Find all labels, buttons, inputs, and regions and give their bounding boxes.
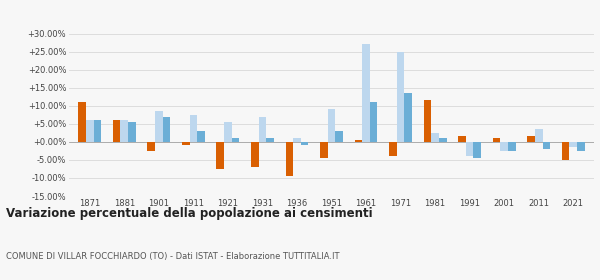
Bar [500, 142, 508, 151]
Bar [493, 138, 500, 142]
Bar [94, 120, 101, 142]
Bar [535, 129, 542, 142]
Bar [301, 142, 308, 146]
Bar [527, 136, 535, 142]
Text: Variazione percentuale della popolazione ai censimenti: Variazione percentuale della popolazione… [6, 207, 373, 220]
Bar [79, 102, 86, 142]
Bar [439, 138, 446, 142]
Bar [190, 115, 197, 142]
Bar [542, 142, 550, 149]
Bar [431, 133, 439, 142]
Bar [293, 138, 301, 142]
Bar [355, 140, 362, 142]
Bar [458, 136, 466, 142]
Bar [121, 120, 128, 142]
Bar [569, 142, 577, 147]
Bar [508, 142, 515, 151]
Bar [466, 142, 473, 156]
Bar [404, 93, 412, 142]
Bar [251, 142, 259, 167]
Bar [259, 116, 266, 142]
Bar [86, 120, 94, 142]
Bar [328, 109, 335, 142]
Bar [197, 131, 205, 142]
Bar [335, 131, 343, 142]
Bar [562, 142, 569, 160]
Bar [424, 100, 431, 142]
Bar [182, 142, 190, 146]
Bar [232, 138, 239, 142]
Bar [397, 52, 404, 142]
Bar [113, 120, 121, 142]
Bar [320, 142, 328, 158]
Bar [266, 138, 274, 142]
Bar [473, 142, 481, 158]
Bar [362, 45, 370, 142]
Bar [148, 142, 155, 151]
Text: COMUNE DI VILLAR FOCCHIARDO (TO) - Dati ISTAT - Elaborazione TUTTITALIA.IT: COMUNE DI VILLAR FOCCHIARDO (TO) - Dati … [6, 252, 340, 261]
Bar [155, 111, 163, 142]
Bar [217, 142, 224, 169]
Bar [224, 122, 232, 142]
Bar [163, 116, 170, 142]
Bar [286, 142, 293, 176]
Bar [370, 102, 377, 142]
Bar [128, 122, 136, 142]
Bar [577, 142, 584, 151]
Bar [389, 142, 397, 156]
